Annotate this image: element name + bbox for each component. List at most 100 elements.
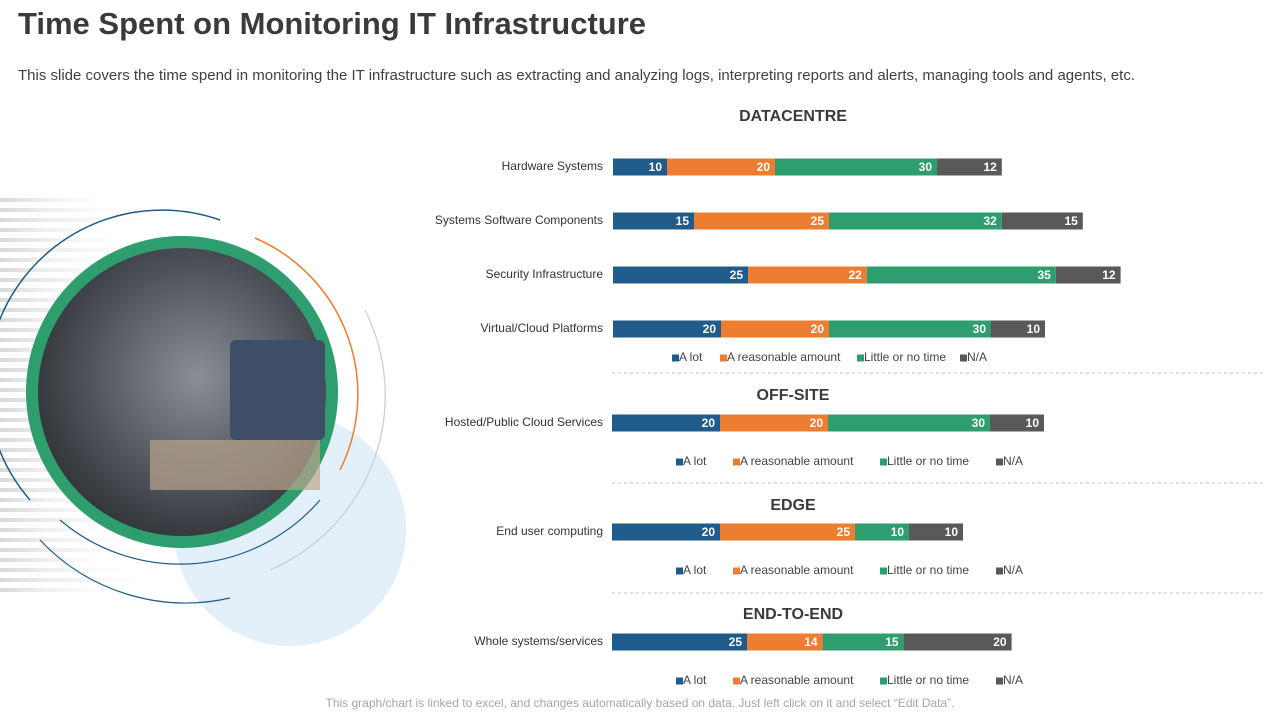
legend-swatch (996, 458, 1003, 466)
data-label: 22 (848, 268, 862, 282)
legend-swatch (996, 677, 1003, 685)
legend-label: Little or no time (887, 454, 969, 468)
legend-label: A reasonable amount (740, 563, 854, 577)
chart: END-TO-END Whole systems/services 25 14 15 20… (474, 606, 1023, 687)
bar-segment (866, 266, 1056, 284)
category-label: Security Infrastructure (486, 267, 604, 281)
legend-label: Little or no time (887, 673, 969, 687)
legend-swatch (720, 354, 727, 362)
legend-label: A reasonable amount (740, 673, 854, 687)
photo-desk (150, 440, 320, 490)
decoration (0, 198, 406, 646)
stripe (0, 578, 170, 582)
data-label: 10 (891, 525, 905, 539)
data-label: 25 (811, 214, 825, 228)
chart-title: OFF-SITE (757, 387, 830, 404)
category-label: Hosted/Public Cloud Services (445, 415, 603, 429)
stripe (0, 498, 130, 502)
bar-segment (612, 633, 747, 651)
bar-segment (612, 414, 720, 432)
data-label: 12 (983, 160, 997, 174)
bar-segment (721, 320, 829, 338)
bar-segment (748, 266, 867, 284)
bar-segment (613, 266, 748, 284)
legend-label: A reasonable amount (740, 454, 854, 468)
arc (0, 209, 221, 501)
stripe (0, 238, 150, 242)
legend-swatch (880, 567, 887, 575)
legend-swatch (960, 354, 967, 362)
legend-swatch (676, 458, 683, 466)
data-label: 30 (973, 322, 987, 336)
chart-title: END-TO-END (743, 606, 843, 623)
legend-label: A lot (679, 350, 703, 364)
photo-laptop (230, 340, 325, 440)
bar-segment (613, 212, 694, 230)
bar-segment (667, 158, 775, 176)
stripe (0, 588, 130, 592)
legend-swatch (880, 677, 887, 685)
data-label: 20 (702, 525, 716, 539)
legend-swatch (733, 677, 740, 685)
data-label: 20 (810, 416, 824, 430)
legend-swatch (880, 458, 887, 466)
chart-title: DATACENTRE (739, 108, 847, 125)
legend-label: A reasonable amount (727, 350, 841, 364)
stripe (0, 208, 150, 212)
bar-segment (613, 158, 667, 176)
stripe (0, 228, 130, 232)
arc (269, 309, 386, 571)
bar-segment (613, 320, 721, 338)
legend-swatch (676, 567, 683, 575)
stripe (0, 268, 150, 272)
bar-segment (747, 633, 823, 651)
bar-segment (990, 414, 1044, 432)
title: Time Spent on Monitoring IT Infrastructu… (18, 6, 646, 41)
category-label: End user computing (496, 524, 603, 538)
data-label: 12 (1102, 268, 1116, 282)
data-label: 35 (1037, 268, 1051, 282)
data-label: 10 (1026, 416, 1040, 430)
stripe (0, 538, 150, 542)
stripe (0, 198, 130, 202)
data-label: 25 (730, 268, 744, 282)
category-label: Virtual/Cloud Platforms (481, 321, 604, 335)
legend-label: N/A (967, 350, 987, 364)
bar-segment (903, 633, 1012, 651)
stripe (0, 258, 130, 262)
category-label: Hardware Systems (502, 159, 603, 173)
stripe (0, 558, 130, 562)
legend-label: A lot (683, 563, 707, 577)
data-label: 30 (972, 416, 986, 430)
arc (59, 499, 321, 565)
chart: EDGE End user computing 20 25 10 10 A lot A rea… (496, 497, 1266, 594)
stripe (0, 548, 170, 552)
chart-title: EDGE (770, 497, 816, 514)
chart: OFF-SITE Hosted/Public Cloud Services 20 20… (445, 387, 1266, 484)
data-label: 20 (993, 635, 1007, 649)
bar-segment (937, 158, 1002, 176)
chart: DATACENTRE Hardware Systems 10 20 30 12 System… (435, 108, 1266, 374)
data-label: 25 (837, 525, 851, 539)
legend-swatch (672, 354, 679, 362)
bar-segment (829, 212, 1002, 230)
data-label: 20 (757, 160, 771, 174)
data-label: 15 (885, 635, 899, 649)
legend-label: A lot (683, 673, 707, 687)
legend-label: Little or no time (864, 350, 946, 364)
bar-segment (612, 523, 720, 541)
bar-segment (694, 212, 829, 230)
data-label: 10 (1027, 322, 1041, 336)
data-label: 14 (804, 635, 818, 649)
stripe (0, 518, 170, 522)
stripe (0, 248, 170, 252)
legend-label: A lot (683, 454, 707, 468)
legend-label: N/A (1003, 673, 1023, 687)
legend-swatch (733, 458, 740, 466)
category-label: Whole systems/services (474, 634, 603, 648)
stripe (0, 528, 130, 532)
bar-segment (775, 158, 937, 176)
bar-segment (828, 414, 990, 432)
bar-segment (720, 523, 855, 541)
